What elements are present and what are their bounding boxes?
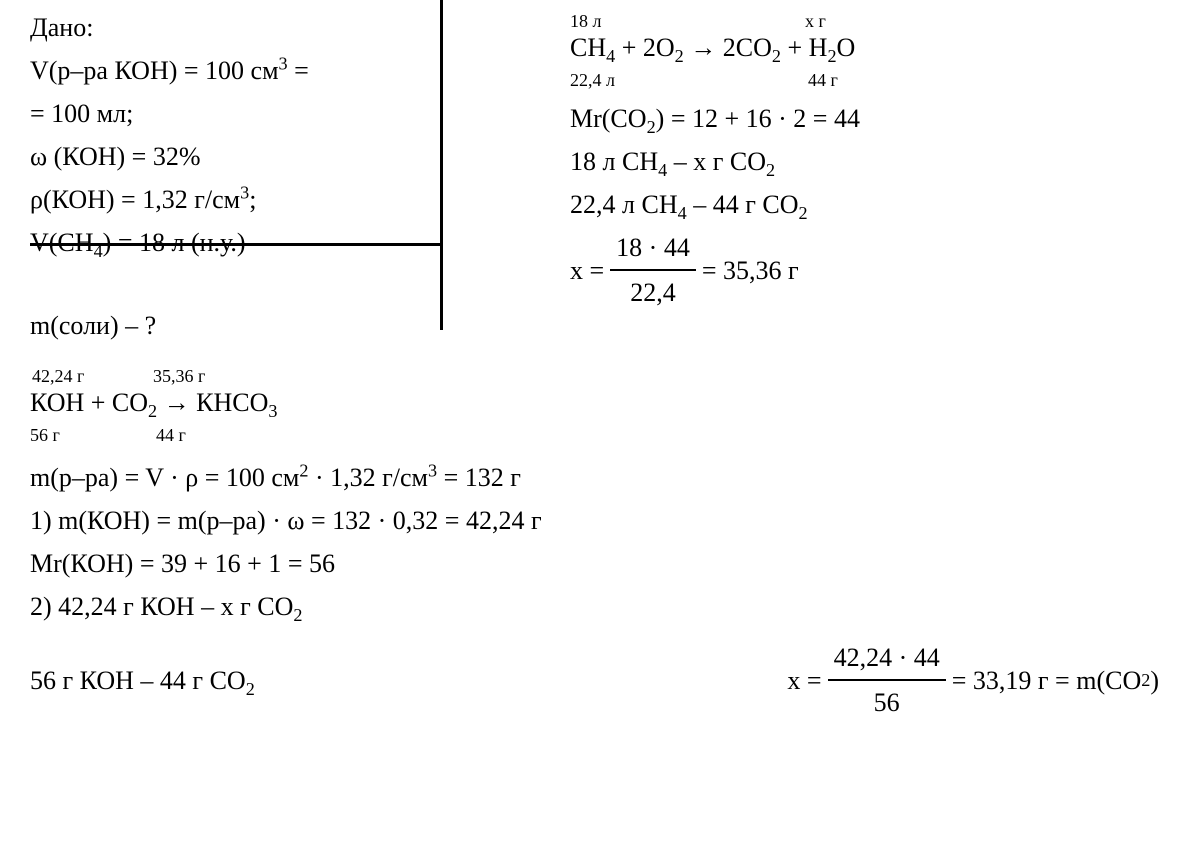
text: = 132 г — [437, 463, 521, 492]
sub: 2 — [675, 46, 684, 66]
calc1-line-3: 22,4 л CH4 – 44 г CO2 — [570, 185, 1159, 224]
text: + 2O — [615, 33, 674, 62]
calc2-line-1: m(р–ра) = V · ρ = 100 см2 · 1,32 г/см3 =… — [30, 458, 1159, 497]
text: = — [288, 56, 309, 85]
sub: 2 — [148, 401, 157, 421]
text: → 2CO — [684, 33, 772, 62]
eq2-annotations-above: 42,24 г 35,36 г — [30, 363, 1159, 383]
text: O — [837, 33, 856, 62]
given-block: Дано: V(р–ра КОН) = 100 см3 = = 100 мл; … — [30, 8, 450, 280]
calc1-line-1: Mr(CO2) = 12 + 16 · 2 = 44 — [570, 99, 1159, 138]
calc2-bottom-row: 56 г КОН – 44 г CO2 x = 42,24 · 44 56 = … — [30, 638, 1159, 722]
sub: 2 — [246, 679, 255, 699]
text: КОН + CO — [30, 388, 148, 417]
text: + H — [781, 33, 827, 62]
given-title: Дано: — [30, 8, 450, 47]
text: m(р–ра) = V · ρ = 100 см — [30, 463, 299, 492]
eq2-annotations-below: 56 г 44 г — [30, 422, 1159, 442]
text: ) = 18 л (н.у.) — [103, 228, 246, 257]
eq1-annotations-below: 22,4 л 44 г — [570, 67, 1159, 87]
sub: 4 — [658, 160, 667, 180]
sub: 4 — [606, 46, 615, 66]
sub: 2 — [798, 203, 807, 223]
eq2-ann-above-1: 42,24 г — [32, 363, 84, 390]
top-section: Дано: V(р–ра КОН) = 100 см3 = = 100 мл; … — [30, 8, 1159, 349]
sub: 2 — [766, 160, 775, 180]
text: V(CH — [30, 228, 94, 257]
denominator: 22,4 — [610, 271, 696, 312]
text: V(р–ра КОН) = 100 см — [30, 56, 279, 85]
calc2-line-2: 1) m(КОН) = m(р–ра) · ω = 132 · 0,32 = 4… — [30, 501, 1159, 540]
sub: 2 — [293, 605, 302, 625]
text: 2) 42,24 г КОН – x г CO — [30, 592, 293, 621]
eq2-ann-below-1: 56 г — [30, 422, 60, 449]
sub: 4 — [678, 203, 687, 223]
sub: 2 — [827, 46, 836, 66]
eq1-ann-above-1: 18 л — [570, 8, 601, 35]
find-line: m(соли) – ? — [30, 306, 450, 345]
sub: 2 — [647, 117, 656, 137]
eq2-ann-above-2: 35,36 г — [153, 363, 205, 390]
bottom-section: 42,24 г 35,36 г КОН + CO2 → КНCO3 56 г 4… — [30, 363, 1159, 722]
sup: 3 — [279, 53, 288, 73]
calc1-line-4: x = 18 · 44 22,4 = 35,36 г — [570, 228, 1159, 312]
given-line-5: V(CH4) = 18 л (н.у.) — [30, 223, 450, 262]
text: 56 г КОН – 44 г CO — [30, 666, 246, 695]
given-column: Дано: V(р–ра КОН) = 100 см3 = = 100 мл; … — [30, 8, 450, 349]
given-line-4: ρ(КОН) = 1,32 г/см3; — [30, 180, 450, 219]
eq2-ann-below-2: 44 г — [156, 422, 186, 449]
text: Mr(CO — [570, 104, 647, 133]
calc2-line-5: 56 г КОН – 44 г CO2 — [30, 661, 255, 700]
text: CH — [570, 33, 606, 62]
watermark: ©5terka.com — [0, 775, 4, 833]
sub: 3 — [268, 401, 277, 421]
calc1-line-2: 18 л CH4 – x г CO2 — [570, 142, 1159, 181]
fraction: 42,24 · 44 56 — [828, 638, 946, 722]
equation-1: 18 л x г CH4 + 2O2 → 2CO2 + H2O 22,4 л 4… — [570, 8, 1159, 87]
sup: 3 — [240, 182, 249, 202]
solution-column-top: 18 л x г CH4 + 2O2 → 2CO2 + H2O 22,4 л 4… — [450, 8, 1159, 349]
eq1-formula: CH4 + 2O2 → 2CO2 + H2O — [570, 28, 1159, 67]
calc2-line-4: 2) 42,24 г КОН – x г CO2 — [30, 587, 1159, 626]
numerator: 42,24 · 44 — [828, 638, 946, 681]
sup: 3 — [428, 460, 437, 480]
find-block: m(соли) – ? — [30, 306, 450, 345]
text: ) — [1150, 661, 1159, 700]
text: – 44 г CO — [687, 190, 799, 219]
text: x = — [570, 251, 604, 290]
text: → КНCO — [157, 388, 268, 417]
sub: 2 — [772, 46, 781, 66]
calc2-line-6: x = 42,24 · 44 56 = 33,19 г = m(CO2) — [787, 638, 1159, 722]
sub: 4 — [94, 241, 103, 261]
text: ; — [249, 185, 256, 214]
text: · 1,32 г/см — [308, 463, 428, 492]
text: ρ(КОН) = 1,32 г/см — [30, 185, 240, 214]
text: = 35,36 г — [702, 251, 799, 290]
text: ) = 12 + 16 · 2 = 44 — [656, 104, 860, 133]
eq1-ann-below-1: 22,4 л — [570, 67, 615, 94]
numerator: 18 · 44 — [610, 228, 696, 271]
text: 22,4 л CH — [570, 190, 678, 219]
denominator: 56 — [828, 681, 946, 722]
fraction: 18 · 44 22,4 — [610, 228, 696, 312]
eq1-annotations-above: 18 л x г — [570, 8, 1159, 28]
eq1-ann-above-2: x г — [805, 8, 826, 35]
given-line-1: V(р–ра КОН) = 100 см3 = — [30, 51, 450, 90]
text: = 33,19 г = m(CO — [952, 661, 1142, 700]
equation-2: 42,24 г 35,36 г КОН + CO2 → КНCO3 56 г 4… — [30, 363, 1159, 442]
eq1-ann-below-2: 44 г — [808, 67, 838, 94]
text: 18 л CH — [570, 147, 658, 176]
calc2-line-3: Mr(КОН) = 39 + 16 + 1 = 56 — [30, 544, 1159, 583]
text: x = — [787, 661, 821, 700]
text: – x г CO — [667, 147, 766, 176]
given-line-3: ω (КОН) = 32% — [30, 137, 450, 176]
given-line-2: = 100 мл; — [30, 94, 450, 133]
